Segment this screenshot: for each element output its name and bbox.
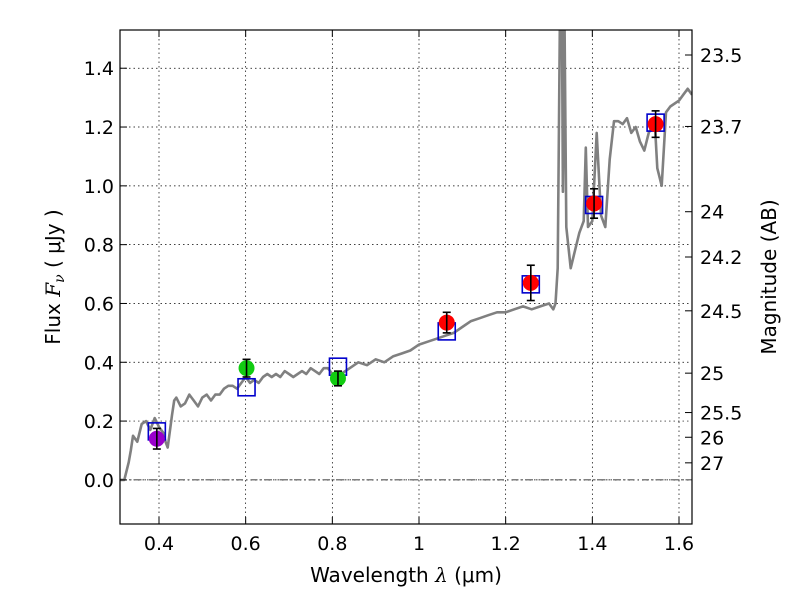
- right-tick-label: 24.2: [700, 247, 742, 269]
- x-tick-label: 1: [413, 533, 425, 555]
- y-tick-label: 0.8: [84, 235, 114, 257]
- right-tick-label: 25.5: [700, 403, 742, 425]
- right-tick-label: 24: [700, 202, 724, 224]
- right-tick-label: 23.5: [700, 45, 742, 67]
- right-tick-label: 24.5: [700, 301, 742, 323]
- right-tick-label: 26: [700, 427, 724, 449]
- right-axis-title: Magnitude (AB): [757, 199, 781, 354]
- x-tick-label: 0.4: [144, 533, 174, 555]
- right-tick-label: 23.7: [700, 116, 742, 138]
- x-axis-title: Wavelength λ (μm): [310, 563, 502, 587]
- y-tick-label: 0.4: [84, 352, 114, 374]
- model-sed-line: [120, 30, 692, 482]
- model-photometry-square: [237, 377, 256, 397]
- x-tick-label: 1.2: [491, 533, 521, 555]
- right-tick-label: 25: [700, 363, 724, 385]
- plot-frame: [119, 29, 693, 525]
- y-axis-title: Flux Fν ( μJy ): [41, 209, 68, 344]
- y-tick-label: 1.4: [84, 58, 114, 80]
- right-tick-label: 27: [700, 453, 724, 475]
- x-tick-label: 1.4: [577, 533, 607, 555]
- x-tick-label: 0.8: [317, 533, 347, 555]
- x-tick-label: 0.6: [231, 533, 261, 555]
- x-tick-label: 1.6: [664, 533, 694, 555]
- y-tick-label: 0.6: [84, 293, 114, 315]
- y-tick-label: 0.2: [84, 411, 114, 433]
- y-tick-label: 0.0: [84, 470, 114, 492]
- y-tick-label: 1.2: [84, 117, 114, 139]
- axis-ticks: 0.4 0.6 0.8 1 1.2 1.4 1.6 0.0 0.2 0.4 0.6 0.8 1.0 1.2…: [84, 30, 742, 555]
- y-tick-label: 1.0: [84, 176, 114, 198]
- data-marks: [120, 30, 692, 482]
- grid-lines: [120, 30, 692, 524]
